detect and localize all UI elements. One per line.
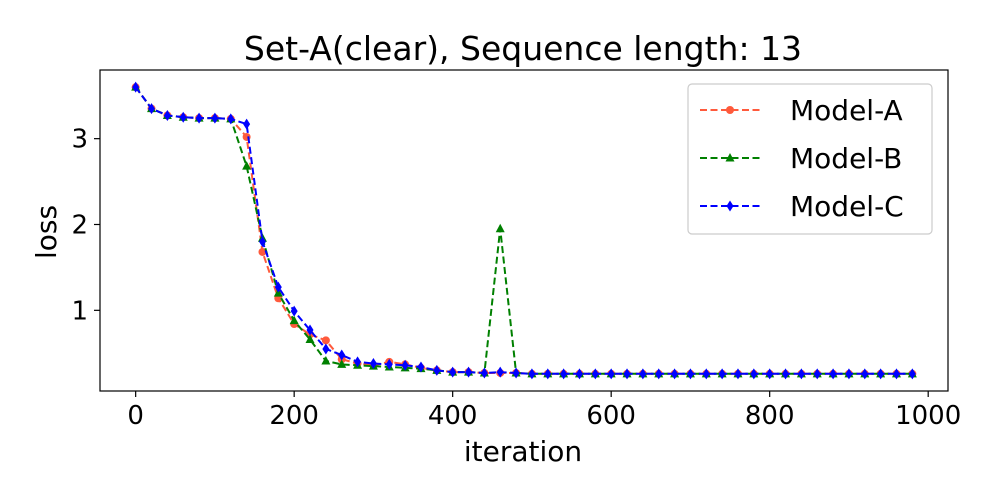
data-point-model-b	[337, 359, 347, 368]
x-tick-label: 600	[586, 401, 636, 431]
data-point-model-c	[243, 118, 251, 130]
data-point-model-b	[289, 315, 299, 325]
data-point-model-c	[655, 368, 663, 380]
y-tick-label: 1	[71, 296, 88, 326]
plot-frame	[99, 69, 949, 392]
legend: Model-A Model-B Model-C	[687, 83, 933, 235]
y-tick-label: 2	[71, 210, 88, 240]
data-point-model-c	[686, 368, 694, 380]
data-point-model-c	[195, 112, 203, 124]
plot-area	[131, 81, 917, 380]
data-point-model-c	[401, 359, 409, 371]
data-point-model-c	[892, 368, 900, 380]
data-point-model-c	[385, 358, 393, 370]
data-point-model-c	[433, 364, 441, 376]
data-point-model-c	[179, 111, 187, 123]
data-point-model-c	[623, 368, 631, 380]
data-point-model-c	[845, 368, 853, 380]
data-point-model-c	[354, 356, 362, 368]
x-tick-label: 800	[745, 401, 795, 431]
data-point-model-b	[305, 334, 315, 344]
y-axis-label: loss	[30, 205, 63, 259]
legend-item-model-a: Model-A	[700, 94, 903, 127]
data-point-model-c	[449, 366, 457, 378]
data-point-model-b	[321, 355, 331, 365]
legend-marker	[726, 200, 734, 212]
data-point-model-c	[258, 236, 266, 248]
data-point-model-c	[163, 109, 171, 121]
legend-label: Model-B	[790, 142, 902, 175]
data-point-model-b	[495, 223, 505, 233]
series-line-model-c	[134, 86, 913, 375]
chart-title: Set-A(clear), Sequence length: 13	[244, 29, 802, 68]
data-point-model-c	[861, 368, 869, 380]
data-point-model-c	[322, 343, 330, 355]
legend-item-model-c: Model-C	[700, 190, 904, 223]
data-point-model-c	[417, 361, 425, 373]
legend-label: Model-C	[790, 190, 904, 223]
data-point-model-c	[227, 113, 235, 125]
legend-marker	[726, 106, 734, 114]
legend-label: Model-A	[790, 94, 903, 127]
data-point-model-c	[512, 367, 520, 379]
x-tick-label: 200	[269, 401, 319, 431]
data-point-model-b	[242, 161, 252, 170]
data-point-model-c	[766, 368, 774, 380]
data-point-model-c	[782, 368, 790, 380]
data-point-model-c	[338, 349, 346, 361]
data-point-model-c	[639, 368, 647, 380]
data-point-model-c	[274, 281, 282, 293]
data-point-model-c	[734, 368, 742, 380]
data-point-model-c	[829, 368, 837, 380]
data-point-model-c	[496, 366, 504, 378]
data-point-model-c	[908, 368, 916, 380]
data-point-model-c	[369, 358, 377, 370]
data-point-model-c	[480, 367, 488, 379]
data-point-model-c	[575, 368, 583, 380]
data-point-model-c	[750, 368, 758, 380]
x-axis-label: iteration	[464, 435, 582, 468]
data-point-model-c	[544, 368, 552, 380]
data-point-model-c	[528, 368, 536, 380]
x-tick-label: 400	[428, 401, 478, 431]
x-axis: 0 200 400 600 800 1000	[127, 391, 961, 431]
data-point-model-c	[671, 368, 679, 380]
data-point-model-c	[813, 368, 821, 380]
data-point-model-c	[290, 305, 298, 317]
data-point-model-a	[321, 336, 330, 345]
series-model-c	[132, 81, 916, 380]
data-point-model-c	[797, 368, 805, 380]
data-point-model-c	[148, 103, 156, 115]
data-point-model-c	[560, 368, 568, 380]
y-tick-label: 3	[71, 125, 88, 155]
data-point-model-a	[258, 247, 267, 256]
data-point-model-c	[591, 368, 599, 380]
y-axis: 1 2 3	[71, 125, 100, 326]
legend-marker	[725, 153, 735, 162]
data-point-model-c	[607, 368, 615, 380]
data-point-model-c	[702, 368, 710, 380]
data-point-model-c	[877, 368, 885, 380]
data-point-model-c	[718, 368, 726, 380]
legend-box	[687, 83, 933, 235]
legend-item-model-b: Model-B	[700, 142, 902, 175]
data-point-model-c	[465, 366, 473, 378]
x-tick-label: 1000	[895, 401, 961, 431]
x-tick-label: 0	[127, 401, 144, 431]
data-point-model-c	[211, 112, 219, 124]
data-point-model-c	[132, 81, 140, 93]
data-point-model-c	[306, 324, 314, 336]
